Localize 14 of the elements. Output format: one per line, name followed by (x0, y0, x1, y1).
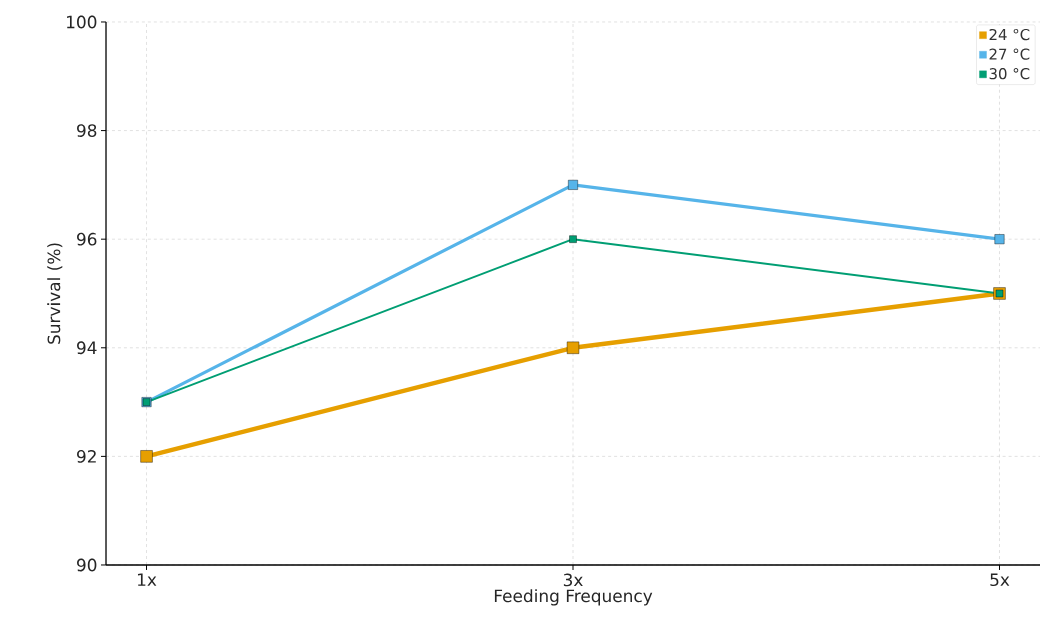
y-tick-label: 90 (77, 558, 97, 572)
legend-label: 24 °C (989, 28, 1030, 41)
x-tick-label: 5x (990, 573, 1010, 587)
x-tick-label: 1x (137, 573, 157, 586)
y-tick-label: 92 (77, 449, 96, 463)
x-tick-label: 3x (563, 573, 583, 587)
y-axis-title: Survival (%) (47, 243, 63, 344)
y-tick-label: 100 (67, 15, 97, 29)
x-axis-title: Feeding Frequency (494, 589, 653, 606)
y-tick-label: 98 (77, 124, 97, 137)
y-tick-label: 94 (77, 341, 97, 355)
y-tick-label: 96 (77, 232, 97, 246)
legend-label: 30 °C (989, 68, 1030, 80)
legend-label: 27 °C (989, 48, 1030, 60)
